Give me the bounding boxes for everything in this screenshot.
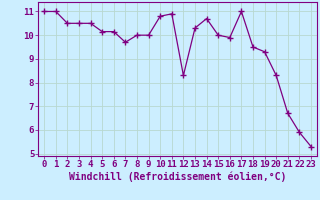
X-axis label: Windchill (Refroidissement éolien,°C): Windchill (Refroidissement éolien,°C) (69, 172, 286, 182)
